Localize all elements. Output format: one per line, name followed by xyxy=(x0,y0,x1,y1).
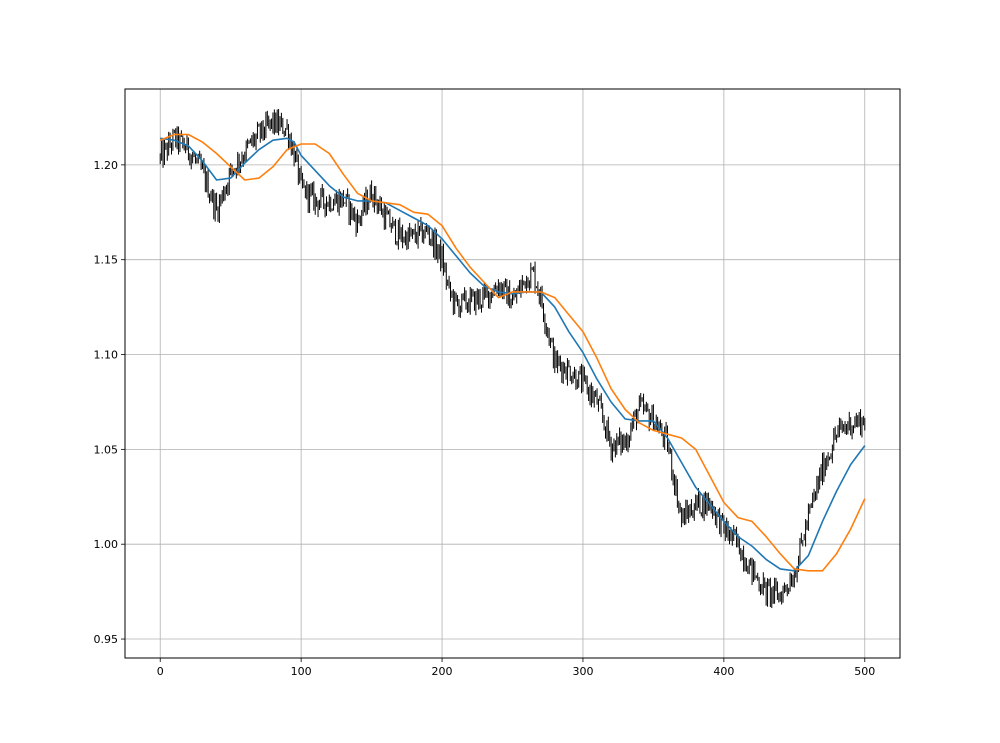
x-tick-label: 300 xyxy=(572,665,593,678)
ticks: 0 100 200 300 400 500 0.95 1.00 1.05 1.10 1.15 1.20 xyxy=(94,159,876,678)
y-tick-label: 1.05 xyxy=(94,443,119,456)
grid xyxy=(125,89,900,658)
series-line-1 xyxy=(160,137,866,572)
y-tick-label: 1.15 xyxy=(94,254,119,267)
y-tick-label: 1.00 xyxy=(94,538,119,551)
series-line-2 xyxy=(159,133,866,572)
y-tick-label: 1.10 xyxy=(94,349,119,362)
price-bars xyxy=(159,109,866,609)
axes-frame xyxy=(124,88,901,659)
x-tick-label: 400 xyxy=(713,665,734,678)
y-tick-label: 0.95 xyxy=(94,633,119,646)
y-tick-label: 1.20 xyxy=(94,159,119,172)
x-tick-label: 0 xyxy=(157,665,164,678)
x-tick-label: 100 xyxy=(291,665,312,678)
x-tick-label: 500 xyxy=(854,665,875,678)
plot-series xyxy=(159,109,866,609)
x-tick-label: 200 xyxy=(432,665,453,678)
